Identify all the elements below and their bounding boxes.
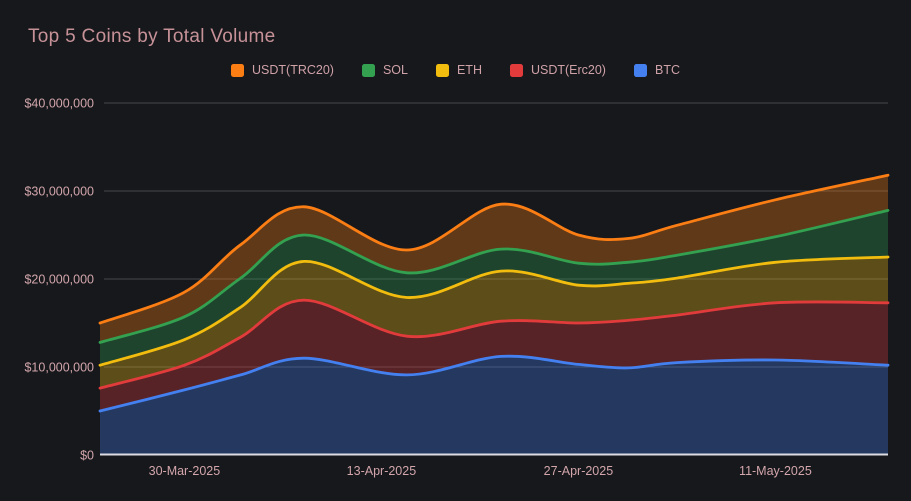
y-tick-label-20m: $20,000,000 <box>24 273 94 287</box>
legend-label-usdt-erc20: USDT(Erc20) <box>530 63 606 77</box>
legend-item-usdt-trc20[interactable]: USDT(TRC20) <box>231 63 334 77</box>
legend-item-eth[interactable]: ETH <box>435 63 482 77</box>
legend-item-usdt-erc20[interactable]: USDT(Erc20) <box>509 63 606 77</box>
legend-swatch-usdt-trc20 <box>231 63 244 77</box>
line-usdt-trc20[interactable] <box>98 173 890 325</box>
x-tick-label-27-apr-2025: 27-Apr-2025 <box>544 464 614 478</box>
x-tick-label-11-may-2025: 11-May-2025 <box>739 464 812 478</box>
y-tick-label-30m: $30,000,000 <box>24 185 94 199</box>
area-eth[interactable] <box>100 257 888 389</box>
legend-swatch-eth <box>435 63 449 77</box>
y-tick-label-40m: $40,000,000 <box>24 97 94 111</box>
legend-label-sol: SOL <box>382 63 408 77</box>
x-tick-label-13-apr-2025: 13-Apr-2025 <box>347 464 417 478</box>
legend-swatch-usdt-erc20 <box>509 63 523 77</box>
line-btc[interactable] <box>98 354 890 413</box>
area-btc[interactable] <box>100 356 888 455</box>
legend-item-sol[interactable]: SOL <box>361 63 408 77</box>
line-eth[interactable] <box>98 255 890 367</box>
area-sol[interactable] <box>100 210 888 366</box>
legend-label-eth: ETH <box>456 63 482 77</box>
legend-item-btc[interactable]: BTC <box>633 63 680 77</box>
y-tick-label-0m: $0 <box>80 449 94 463</box>
legend-label-usdt-trc20: USDT(TRC20) <box>252 63 334 77</box>
line-usdt-erc20[interactable] <box>98 298 890 390</box>
area-usdt-erc20[interactable] <box>100 300 888 411</box>
chart-title: Top 5 Coins by Total Volume <box>28 26 276 47</box>
area-usdt-trc20[interactable] <box>100 175 888 343</box>
legend-swatch-sol <box>361 63 375 77</box>
legend-label-btc: BTC <box>654 63 680 77</box>
x-tick-label-30-mar-2025: 30-Mar-2025 <box>149 464 221 478</box>
legend: USDT(TRC20) SOL ETH USDT(Erc20) BTC <box>0 63 911 77</box>
legend-swatch-btc <box>633 63 647 77</box>
y-tick-label-10m: $10,000,000 <box>24 361 94 375</box>
line-sol[interactable] <box>98 209 890 344</box>
